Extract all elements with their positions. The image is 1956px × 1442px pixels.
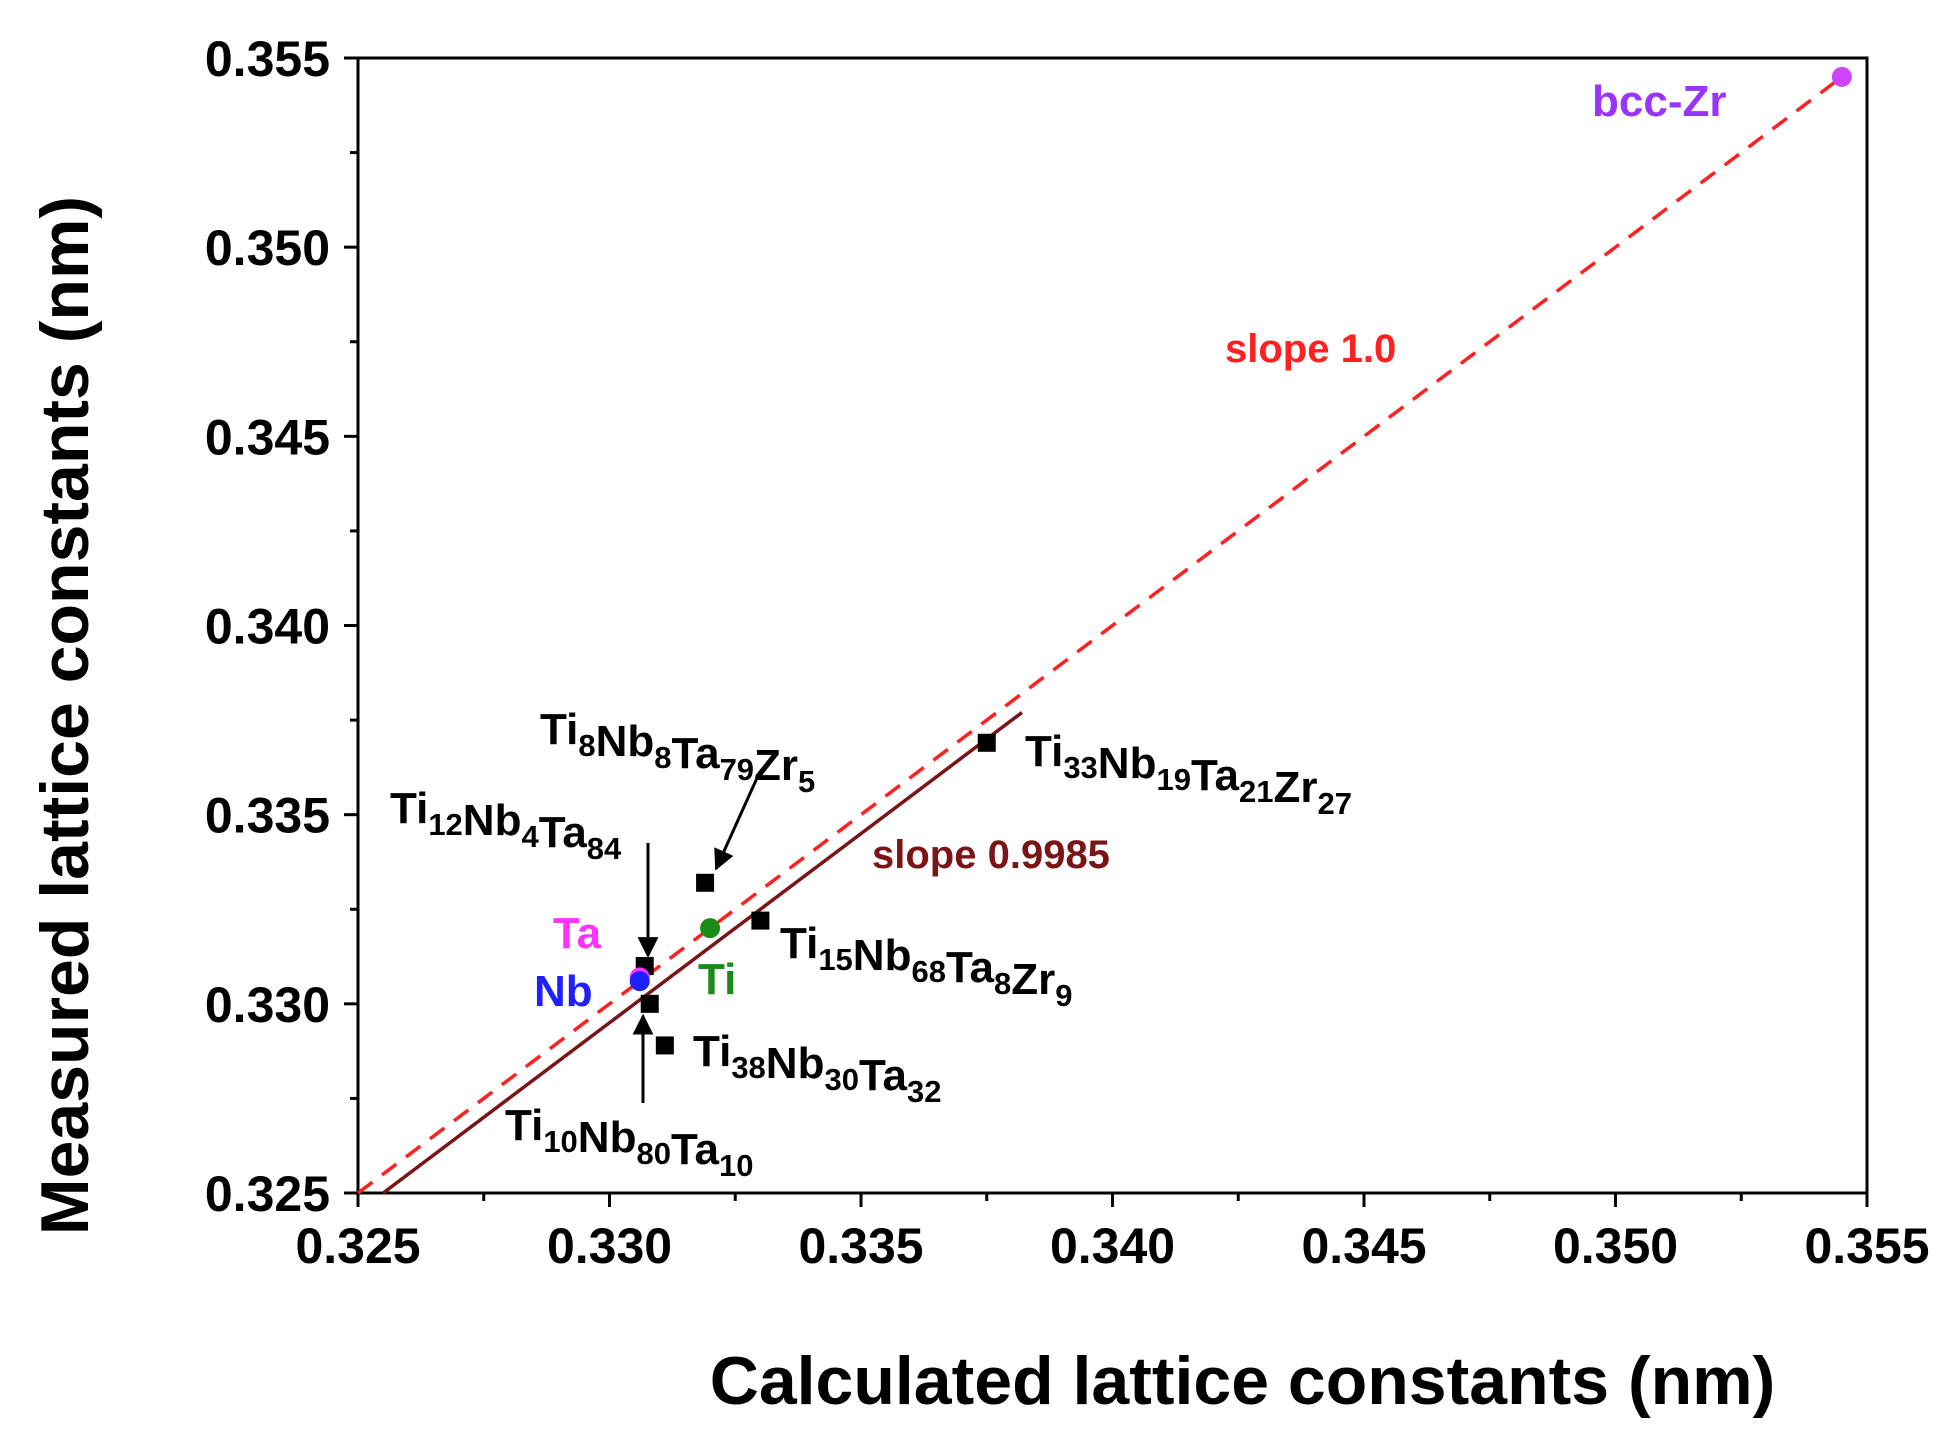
alloy-label: Ti10Nb80Ta10 — [505, 1101, 754, 1183]
element-label-bcc-zr: bcc-Zr — [1592, 77, 1726, 126]
bcc-zr-point — [1831, 66, 1852, 87]
fit-line-slope-0.9985 — [382, 711, 1024, 1195]
y-axis-title: Measured lattice constants (nm) — [27, 196, 103, 1235]
alloy-point — [751, 911, 770, 930]
element-label-ta: Ta — [553, 909, 602, 958]
x-axis-title: Calculated lattice constants (nm) — [710, 1343, 1776, 1419]
y-tick-label: 0.355 — [205, 31, 330, 87]
y-tick-label: 0.345 — [205, 409, 330, 465]
x-tick-label: 0.335 — [798, 1218, 923, 1274]
alloy-label: Ti33Nb19Ta21Zr27 — [1025, 727, 1352, 821]
x-tick-label: 0.330 — [547, 1218, 672, 1274]
alloy-label: Ti15Nb68Ta8Zr9 — [780, 919, 1073, 1013]
y-tick-label: 0.325 — [205, 1166, 330, 1222]
x-tick-label: 0.345 — [1301, 1218, 1426, 1274]
element-label-ti: Ti — [698, 955, 736, 1004]
alloy-label: Ti8Nb8Ta79Zr5 — [540, 705, 815, 799]
y-tick-label: 0.330 — [205, 977, 330, 1033]
alloy-point — [977, 733, 996, 752]
x-tick-label: 0.350 — [1553, 1218, 1678, 1274]
alloy-point — [640, 994, 659, 1013]
alloy-label: Ti12Nb4Ta84 — [390, 784, 622, 866]
slope-0.9985-label: slope 0.9985 — [872, 833, 1110, 877]
alloy-point — [696, 873, 715, 892]
x-tick-label: 0.325 — [295, 1218, 420, 1274]
alloy-point — [655, 1036, 674, 1055]
y-tick-label: 0.350 — [205, 220, 330, 276]
arrow-ti8nb8ta79zr5 — [714, 777, 759, 871]
nb-point — [629, 971, 650, 992]
x-tick-label: 0.340 — [1050, 1218, 1175, 1274]
y-tick-label: 0.335 — [205, 788, 330, 844]
y-tick-label: 0.340 — [205, 599, 330, 655]
x-tick-label: 0.355 — [1804, 1218, 1929, 1274]
element-label-nb: Nb — [534, 967, 593, 1016]
ti-point — [700, 918, 721, 939]
alloy-label: Ti38Nb30Ta32 — [693, 1027, 942, 1109]
slope-1-label: slope 1.0 — [1225, 327, 1396, 371]
ideal-line-slope-1.0 — [356, 75, 1843, 1195]
